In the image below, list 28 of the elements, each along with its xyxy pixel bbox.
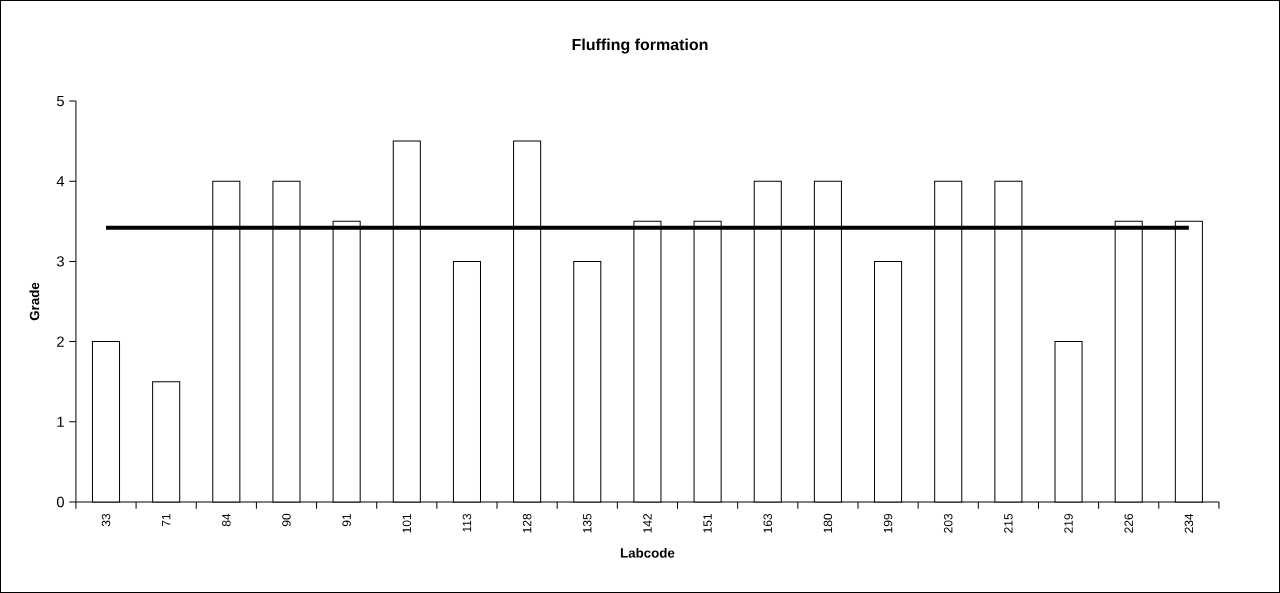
x-tick-label: 135 — [583, 513, 592, 533]
x-tick-label: 33 — [101, 513, 111, 527]
x-tick-label: 203 — [943, 513, 953, 533]
y-tick-label: 5 — [56, 95, 64, 107]
chart-title: Fluffing formation — [572, 38, 708, 54]
x-tick-label: 101 — [402, 513, 412, 533]
y-tick-label: 4 — [56, 176, 65, 187]
y-tick-label: 3 — [56, 256, 64, 267]
x-tick-label: 91 — [342, 513, 351, 527]
x-tick-label: 113 — [462, 513, 472, 532]
x-tick-label: 219 — [1064, 513, 1073, 533]
x-tick-label: 199 — [883, 513, 893, 533]
x-tick-label: 151 — [703, 513, 712, 533]
x-tick-label: 226 — [1124, 513, 1133, 533]
x-tick-label: 234 — [1184, 513, 1194, 533]
y-axis-title: Grade — [29, 282, 40, 321]
y-tick-label: 2 — [57, 336, 64, 347]
x-tick-label: 180 — [823, 513, 833, 533]
x-tick-label: 71 — [162, 513, 171, 527]
x-tick-label: 90 — [282, 513, 291, 527]
x-tick-label: 163 — [763, 513, 772, 533]
x-axis-title: Labcode — [620, 547, 675, 558]
x-tick-label: 128 — [522, 513, 532, 533]
x-tick-label: 215 — [1004, 513, 1013, 533]
y-tick-label: 0 — [56, 496, 64, 508]
x-tick-label: 84 — [222, 513, 231, 527]
x-tick-label: 142 — [643, 513, 652, 533]
y-tick-label: 1 — [57, 416, 64, 427]
